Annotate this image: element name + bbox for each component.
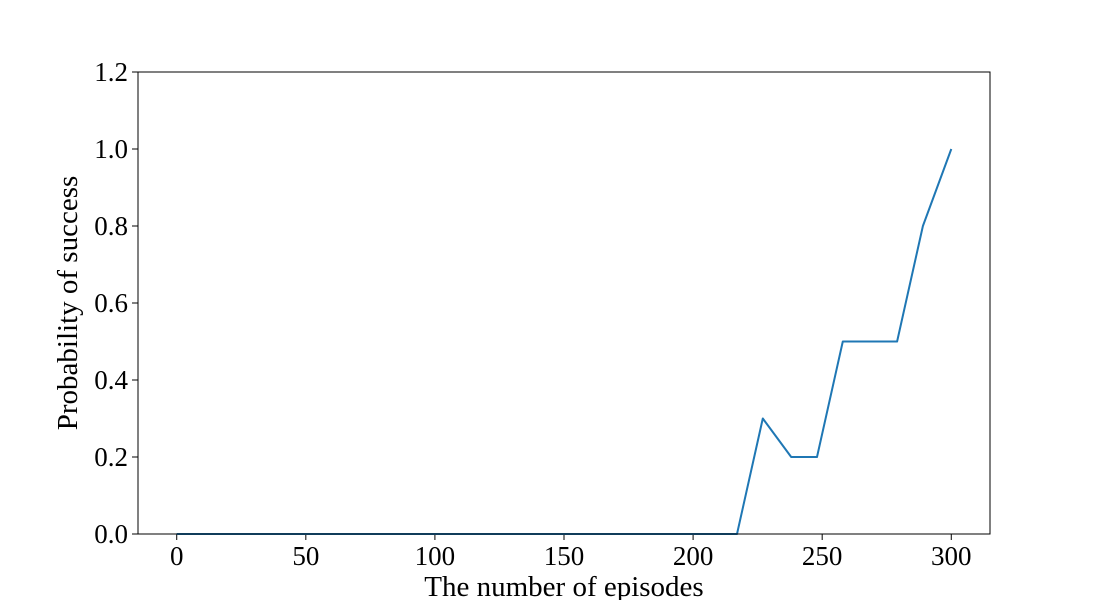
y-tick-label: 0.0 — [94, 519, 128, 549]
x-tick-label: 100 — [415, 541, 456, 571]
y-tick-label: 0.4 — [94, 365, 128, 395]
y-axis-ticks: 0.0 0.2 0.4 0.6 0.8 1.0 1.2 — [94, 57, 138, 549]
y-tick-label: 1.2 — [94, 57, 128, 87]
x-tick-label: 50 — [292, 541, 319, 571]
x-tick-label: 200 — [673, 541, 714, 571]
x-axis-label: The number of episodes — [424, 571, 703, 600]
x-tick-label: 300 — [931, 541, 972, 571]
x-tick-label: 0 — [170, 541, 184, 571]
y-tick-label: 1.0 — [94, 134, 128, 164]
y-tick-label: 0.8 — [94, 211, 128, 241]
x-tick-label: 150 — [544, 541, 585, 571]
y-tick-label: 0.2 — [94, 442, 128, 472]
y-tick-label: 0.6 — [94, 288, 128, 318]
x-axis-ticks: 0 50 100 150 200 250 300 — [170, 534, 972, 571]
plot-frame — [137, 71, 991, 535]
plot-background — [138, 72, 990, 534]
y-axis-label: Probability of success — [52, 176, 84, 431]
x-tick-label: 250 — [802, 541, 843, 571]
